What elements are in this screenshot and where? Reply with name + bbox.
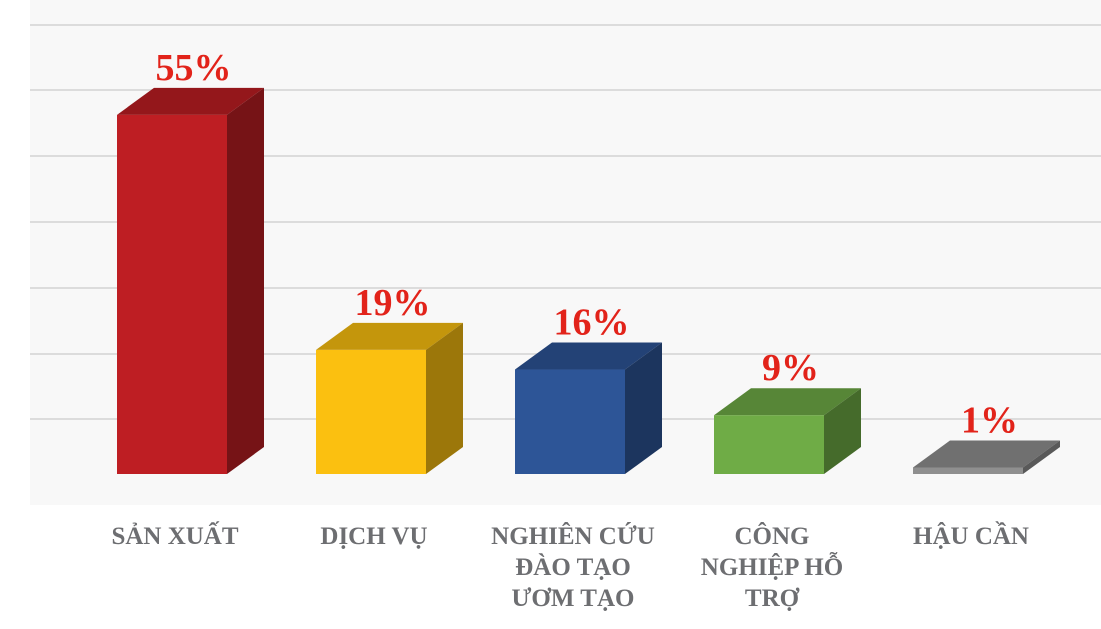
bar-side-face bbox=[1023, 440, 1060, 474]
data-label: 9% bbox=[762, 347, 819, 389]
bar-side-face bbox=[426, 322, 463, 474]
bar-top-face bbox=[515, 342, 662, 370]
data-label: 55% bbox=[156, 47, 232, 89]
bar-top-face bbox=[714, 388, 861, 416]
category-label: DỊCH VỤ bbox=[320, 523, 428, 550]
bar-side-face bbox=[227, 87, 264, 474]
category-label: HẬU CẦN bbox=[913, 523, 1029, 550]
bar bbox=[913, 467, 1023, 474]
data-label: 19% bbox=[355, 282, 431, 324]
bar-top-face bbox=[117, 87, 264, 115]
category-label: CÔNG NGHIỆP HỖ TRỢ bbox=[700, 523, 844, 612]
data-label: 16% bbox=[554, 302, 630, 344]
bar-top-face bbox=[913, 440, 1060, 468]
bar-side-face bbox=[625, 342, 662, 474]
bar-top-face bbox=[316, 322, 463, 350]
bar bbox=[714, 415, 824, 474]
bar bbox=[515, 369, 625, 474]
data-label: 1% bbox=[961, 399, 1018, 441]
bar bbox=[117, 114, 227, 474]
bar bbox=[316, 349, 426, 474]
category-label: SẢN XUẤT bbox=[111, 523, 239, 550]
category-label: NGHIÊN CỨU ĐÀO TẠO ƯƠM TẠO bbox=[491, 523, 655, 612]
bar-side-face bbox=[824, 388, 861, 474]
